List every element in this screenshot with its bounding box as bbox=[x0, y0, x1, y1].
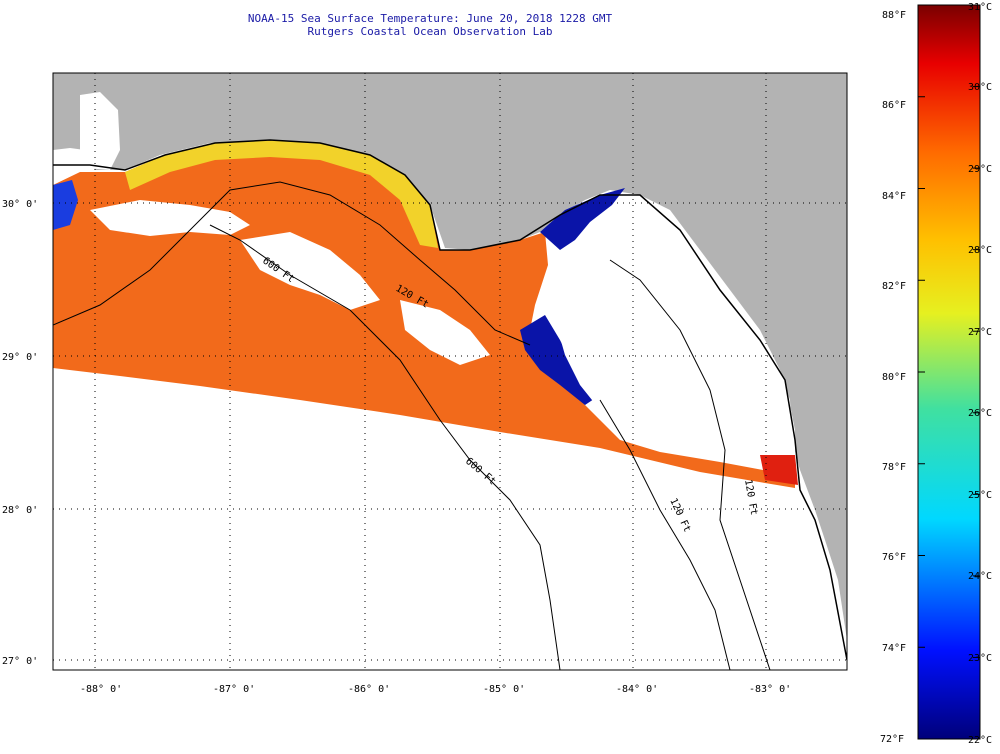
coastline bbox=[53, 139, 847, 661]
lat-label: 30° 0' bbox=[2, 199, 38, 210]
lat-label: 27° 0' bbox=[2, 656, 38, 667]
cloud-patch-west bbox=[90, 200, 250, 236]
colorbar-c-label: 28°C bbox=[968, 245, 992, 256]
cloud-patch-east bbox=[400, 300, 490, 365]
colorbar-f-label: 80°F bbox=[882, 372, 906, 383]
cloud-patch-mid bbox=[240, 232, 380, 310]
colorbar-f-label: 72°F bbox=[880, 734, 904, 745]
colorbar-c-label: 23°C bbox=[968, 653, 992, 664]
lat-label: 28° 0' bbox=[2, 505, 38, 516]
colorbar-c-label: 25°C bbox=[968, 490, 992, 501]
contour-120ft-shelf bbox=[609, 259, 771, 670]
contour-600ft-shelf bbox=[599, 399, 731, 670]
colorbar-c-label: 31°C bbox=[968, 2, 992, 13]
contour-120ft bbox=[53, 181, 531, 346]
lon-label: -84° 0' bbox=[616, 684, 658, 695]
sst-cold-patch-bigbend bbox=[540, 188, 625, 250]
colorbar-c-label: 29°C bbox=[968, 164, 992, 175]
sst-nearshore-band bbox=[125, 140, 438, 248]
lat-label: 29° 0' bbox=[2, 352, 38, 363]
lon-label: -85° 0' bbox=[483, 684, 525, 695]
graticule bbox=[53, 73, 847, 670]
colorbar-c-label: 24°C bbox=[968, 571, 992, 582]
colorbar bbox=[917, 4, 981, 740]
colorbar-c-label: 30°C bbox=[968, 82, 992, 93]
colorbar-c-label: 26°C bbox=[968, 408, 992, 419]
colorbar-f-label: 82°F bbox=[882, 281, 906, 292]
map-title: NOAA-15 Sea Surface Temperature: June 20… bbox=[247, 12, 613, 25]
colorbar-c-label: 27°C bbox=[968, 327, 992, 338]
cloud-mobile-bay bbox=[80, 92, 120, 170]
land-mass bbox=[53, 73, 847, 640]
sst-cold-patch-west bbox=[53, 180, 78, 230]
map-subtitle: Rutgers Coastal Ocean Observation Lab bbox=[307, 25, 553, 38]
colorbar-f-label: 86°F bbox=[882, 100, 906, 111]
colorbar-c-label: 22°C bbox=[968, 735, 992, 746]
lon-label: -88° 0' bbox=[80, 684, 122, 695]
colorbar-f-label: 84°F bbox=[882, 191, 906, 202]
contour-600ft bbox=[209, 224, 561, 670]
lon-label: -83° 0' bbox=[749, 684, 791, 695]
lon-label: -86° 0' bbox=[348, 684, 390, 695]
map-border bbox=[52, 72, 848, 671]
lon-label: -87° 0' bbox=[213, 684, 255, 695]
cloud-peninsula bbox=[555, 215, 795, 472]
colorbar-f-label: 78°F bbox=[882, 462, 906, 473]
sst-hotspot bbox=[760, 455, 798, 485]
colorbar-f-label: 88°F bbox=[882, 10, 906, 21]
colorbar-f-label: 74°F bbox=[882, 643, 906, 654]
colorbar-f-label: 76°F bbox=[882, 552, 906, 563]
